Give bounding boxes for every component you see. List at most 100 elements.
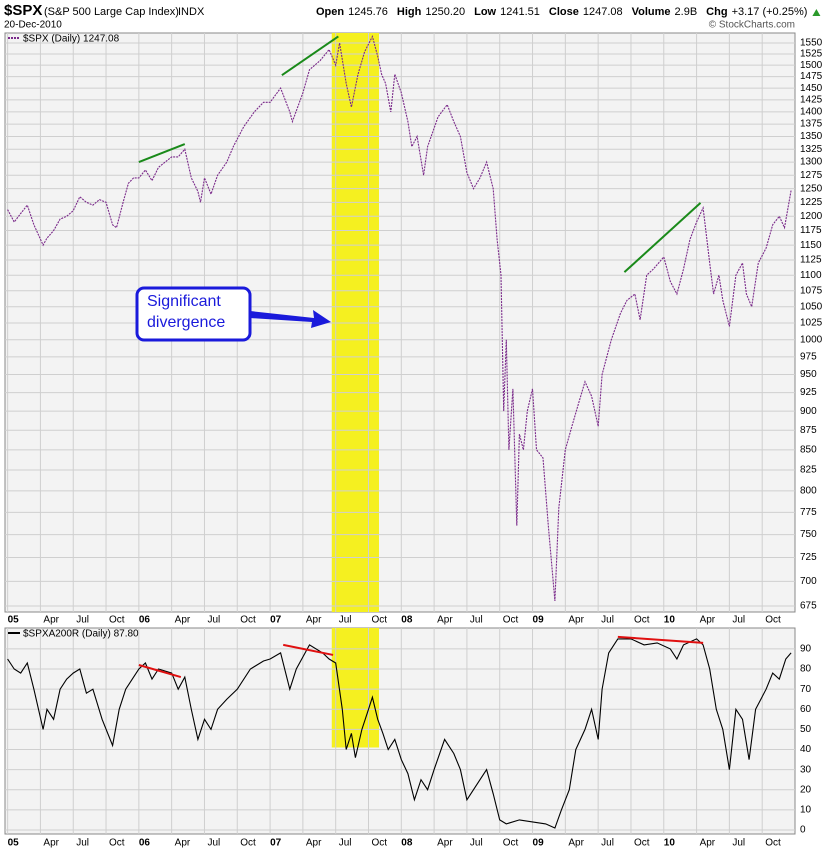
quote-value: 2.9B (675, 6, 698, 18)
x-tick-label: Jul (339, 838, 352, 849)
y-tick-label: 30 (800, 764, 812, 775)
quote-label: Volume (632, 6, 671, 18)
y-tick-label: 800 (800, 486, 817, 497)
x-tick-label: Apr (43, 838, 59, 849)
x-tick-label: Jul (732, 615, 745, 626)
x-tick-label: 08 (401, 838, 413, 849)
date: 20-Dec-2010 (4, 20, 62, 31)
y-tick-label: 775 (800, 507, 817, 518)
x-tick-label: 09 (533, 615, 545, 626)
y-tick-label: 1525 (800, 49, 823, 60)
x-tick-label: 10 (664, 615, 676, 626)
series-line (7, 638, 792, 829)
x-tick-label: 08 (401, 615, 413, 626)
x-tick-label: Jul (601, 838, 614, 849)
quote-value: 1247.08 (583, 6, 623, 18)
x-tick-label: Jul (76, 615, 89, 626)
y-tick-label: 1125 (800, 255, 822, 266)
quote-label: Chg (706, 6, 727, 18)
x-tick-label: Oct (765, 838, 781, 849)
y-tick-label: 10 (800, 805, 812, 816)
y-tick-label: 1450 (800, 83, 823, 94)
y-tick-label: 875 (800, 425, 817, 436)
symbol: $SPX (4, 2, 42, 19)
y-tick-label: 750 (800, 529, 817, 540)
x-tick-label: Oct (503, 838, 519, 849)
y-tick-label: 70 (800, 684, 812, 695)
y-tick-label: 1300 (800, 157, 823, 168)
y-tick-label: 1325 (800, 144, 823, 155)
y-tick-label: 80 (800, 664, 812, 675)
x-tick-label: Apr (43, 615, 59, 626)
x-tick-label: Jul (732, 838, 745, 849)
x-tick-label: Oct (109, 615, 125, 626)
highlight (331, 33, 380, 612)
change-arrow (812, 9, 821, 16)
x-tick-label: Oct (503, 615, 519, 626)
x-tick-label: Apr (175, 615, 191, 626)
quote: Open 1245.76 High 1250.20 Low 1241.51 Close 124… (316, 6, 807, 18)
x-tick-label: Apr (700, 615, 716, 626)
x-tick-label: Jul (470, 615, 483, 626)
x-tick-label: Oct (372, 615, 388, 626)
y-tick-label: 925 (800, 387, 817, 398)
y-tick-label: 40 (800, 744, 812, 755)
quote-label: Open (316, 6, 344, 18)
x-tick-label: Oct (634, 615, 650, 626)
y-tick-label: 60 (800, 704, 812, 715)
y-tick-label: 1075 (800, 285, 823, 296)
trendline (623, 202, 702, 273)
y-tick-label: 1475 (800, 71, 823, 82)
quote-value: +3.17 (+0.25%) (732, 6, 808, 18)
x-tick-label: Apr (568, 615, 584, 626)
y-tick-label: 825 (800, 465, 817, 476)
x-tick-label: Oct (109, 838, 125, 849)
x-tick-label: Jul (207, 615, 220, 626)
y-tick-label: 1200 (800, 211, 823, 222)
x-tick-label: Oct (765, 615, 781, 626)
y-tick-label: 1375 (800, 119, 823, 130)
y-tick-label: 725 (800, 552, 817, 563)
x-tick-label: Oct (372, 838, 388, 849)
y-tick-label: 850 (800, 444, 817, 455)
x-tick-label: Apr (306, 838, 322, 849)
y-tick-label: 900 (800, 406, 817, 417)
x-tick-label: 06 (139, 615, 151, 626)
x-tick-label: 05 (8, 838, 20, 849)
quote-label: High (397, 6, 422, 18)
y-tick-label: 20 (800, 784, 812, 795)
y-tick-label: 1150 (800, 240, 822, 251)
x-tick-label: Jul (470, 838, 483, 849)
x-tick-label: Jul (76, 838, 89, 849)
x-tick-label: Apr (306, 615, 322, 626)
y-tick-label: 1175 (800, 225, 822, 236)
quote-value: 1245.76 (348, 6, 388, 18)
y-tick-label: 1225 (800, 197, 823, 208)
trendline (617, 635, 704, 644)
credit: © StockCharts.com (709, 20, 795, 31)
x-tick-label: 05 (8, 615, 20, 626)
trendline (281, 35, 339, 77)
x-tick-label: Oct (240, 838, 256, 849)
trendline (138, 664, 182, 679)
x-tick-label: 07 (270, 615, 282, 626)
y-tick-label: 950 (800, 369, 817, 380)
x-tick-label: Oct (240, 615, 256, 626)
y-tick-label: 1425 (800, 95, 823, 106)
x-tick-label: Apr (437, 838, 453, 849)
y-tick-label: 1025 (800, 318, 823, 329)
quote-value: 1241.51 (500, 6, 540, 18)
y-tick-label: 0 (800, 825, 806, 836)
legend-label: $SPX (Daily) 1247.08 (23, 34, 120, 45)
x-tick-label: Jul (601, 615, 614, 626)
callout-text: Significant (147, 293, 221, 310)
series-line (7, 34, 792, 602)
callout-arrow (250, 310, 331, 328)
y-tick-label: 1250 (800, 183, 823, 194)
y-tick-label: 700 (800, 576, 817, 587)
x-tick-label: Apr (700, 838, 716, 849)
y-tick-label: 50 (800, 724, 812, 735)
x-tick-label: Apr (175, 838, 191, 849)
x-tick-label: 09 (533, 838, 545, 849)
